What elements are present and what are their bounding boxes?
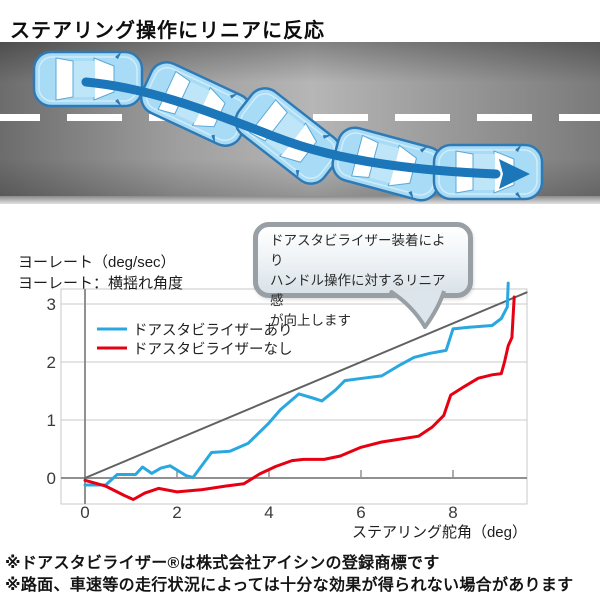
y-tick-label: 3: [47, 295, 56, 314]
series-with-door-stabilizer: [83, 281, 510, 487]
x-tick-label: 6: [356, 503, 365, 522]
y-tick-label: 2: [47, 353, 56, 372]
x-tick-label: 0: [80, 503, 89, 522]
callout-line: ハンドル操作に対するリニア感: [270, 273, 446, 308]
callout-line: が向上します: [270, 313, 351, 328]
callout-tail: [388, 290, 446, 329]
trajectory-arrow-shaft: [81, 77, 501, 179]
x-tick-label: 8: [448, 503, 457, 522]
callout-bubble: ドアスタビライザー装着により ハンドル操作に対するリニア感 が向上します: [253, 222, 473, 328]
legend-label: ドアスタビライザーあり: [133, 322, 293, 339]
x-axis-title: ステアリング舵角（deg）: [351, 524, 527, 541]
footnote-disclaimer: ※路面、車速等の走行状況によっては十分な効果が得られない場合があります: [5, 577, 574, 594]
footnote-trademark: ※ドアスタビライザー®は株式会社アイシンの登録商標です: [5, 555, 440, 572]
road-edge-strip: [0, 196, 600, 204]
x-tick-label: 2: [172, 503, 181, 522]
page-title: ステアリング操作にリニアに反応: [10, 20, 325, 42]
trajectory-arrow-head: [499, 159, 530, 189]
series-without-door-stabilizer: [83, 295, 516, 501]
callout-line: ドアスタビライザー装着により: [270, 233, 446, 268]
road-illustration: [0, 42, 600, 204]
x-tick-label: 4: [264, 503, 273, 522]
y-axis-title-units: ヨーレート（deg/sec）: [18, 254, 176, 271]
y-tick-label: 1: [47, 411, 56, 430]
y-tick-label: 0: [47, 469, 56, 488]
series-reference-line: [84, 291, 528, 479]
legend-label: ドアスタビライザーなし: [133, 341, 293, 358]
y-axis-title-definition: ヨーレート：横揺れ角度: [18, 275, 184, 292]
